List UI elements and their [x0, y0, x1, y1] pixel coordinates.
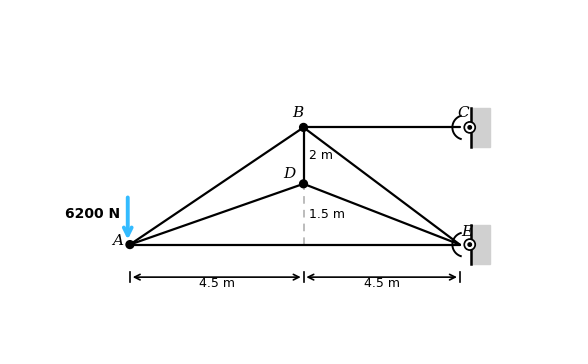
Text: B: B: [293, 106, 304, 120]
Text: E: E: [462, 225, 473, 238]
Circle shape: [464, 239, 475, 250]
Text: D: D: [283, 167, 296, 181]
Circle shape: [300, 180, 308, 188]
Circle shape: [468, 243, 472, 246]
Text: 6200 N: 6200 N: [65, 207, 121, 221]
Circle shape: [466, 241, 474, 249]
Text: 1.5 m: 1.5 m: [309, 208, 345, 221]
Text: C: C: [457, 106, 469, 120]
Text: Find the forces in members BC and DE. Use Method of Sections.: Find the forces in members BC and DE. Us…: [15, 10, 483, 25]
Bar: [470, 225, 490, 264]
Text: 2 m: 2 m: [309, 149, 333, 162]
Circle shape: [468, 126, 472, 129]
Text: 4.5 m: 4.5 m: [199, 277, 235, 290]
Circle shape: [300, 123, 308, 131]
Bar: [470, 108, 490, 147]
Circle shape: [466, 123, 474, 131]
Text: A: A: [112, 234, 123, 248]
Circle shape: [464, 122, 475, 133]
Text: 4.5 m: 4.5 m: [363, 277, 400, 290]
Circle shape: [126, 241, 134, 249]
